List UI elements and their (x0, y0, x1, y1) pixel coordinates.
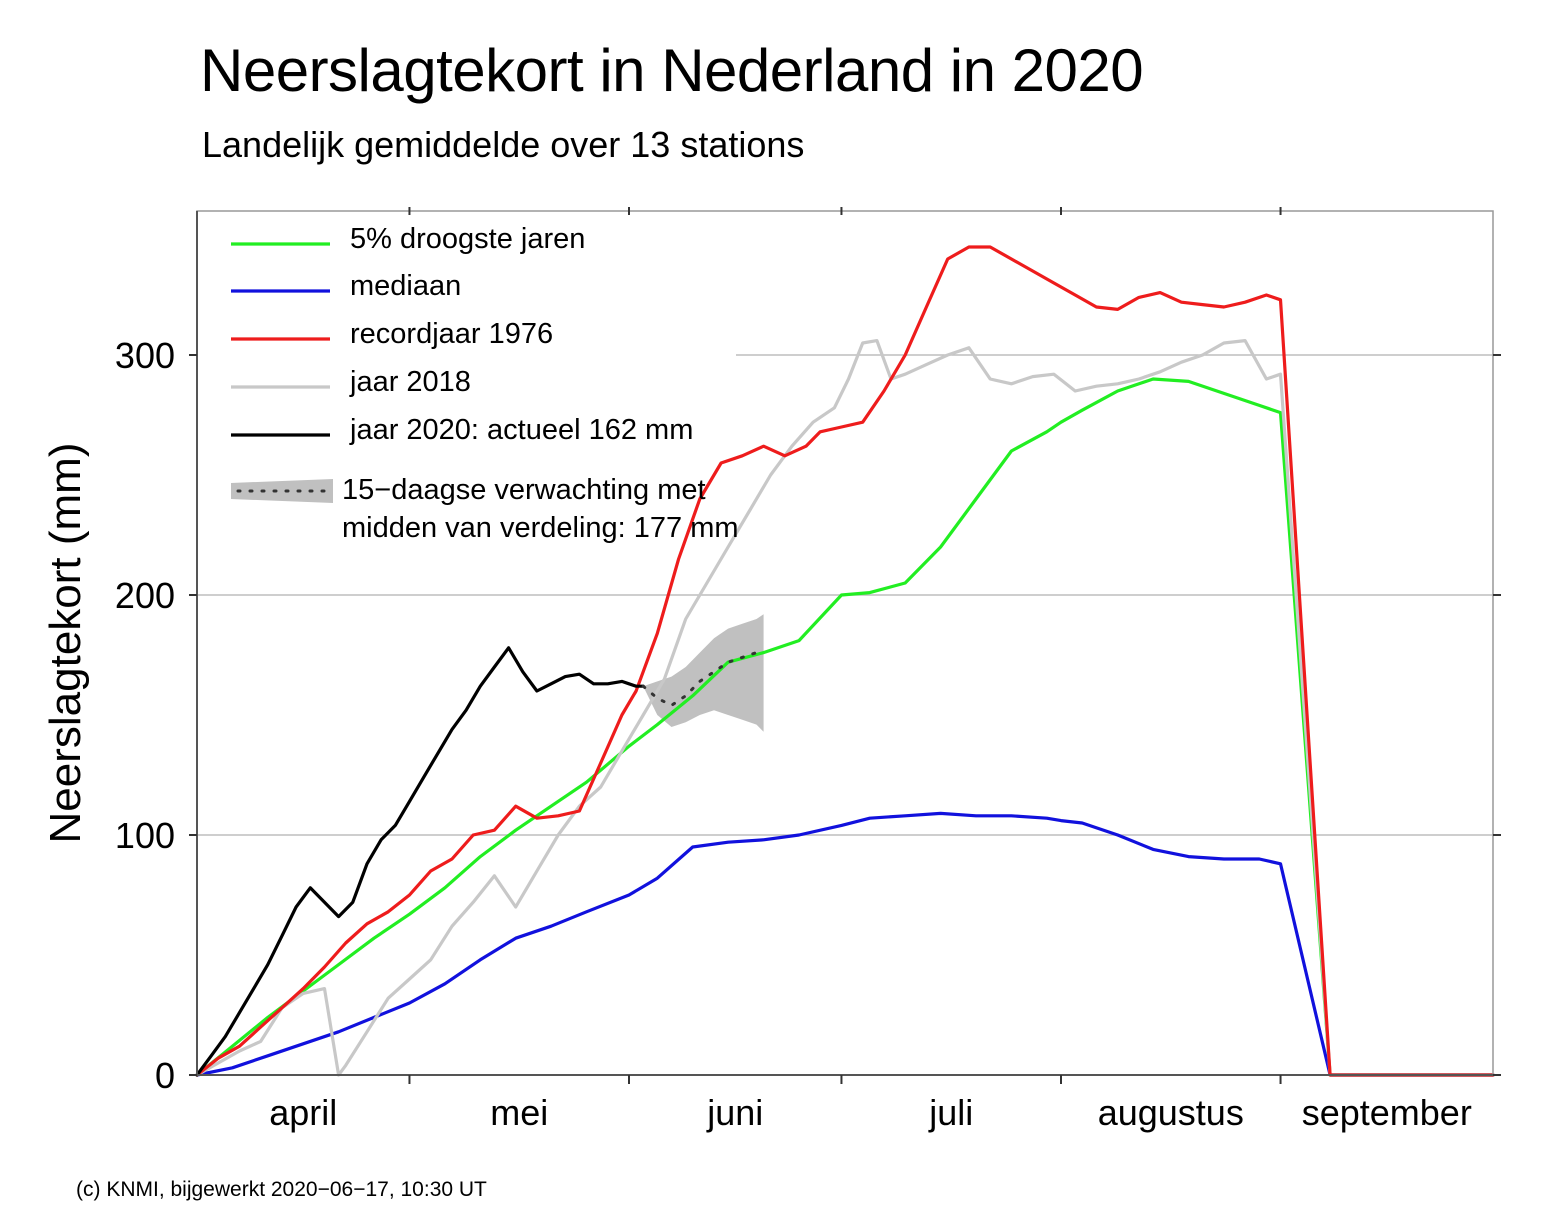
y-tick-label: 200 (115, 575, 175, 616)
x-tick-label-september: september (1302, 1092, 1472, 1133)
forecast-median (641, 648, 766, 708)
x-tick-label-mei: mei (490, 1092, 548, 1133)
legend-label-p95: 5% droogste jaren (350, 223, 585, 255)
y-axis-label: Neerslagtekort (mm) (41, 443, 90, 844)
copyright-footer: (c) KNMI, bijgewerkt 2020−06−17, 10:30 U… (76, 1178, 487, 1201)
legend-label-y2018: jaar 2018 (349, 366, 471, 398)
legend-swatch-forecast (231, 479, 333, 503)
series-y1976 (195, 245, 1495, 1077)
y-tick-label: 100 (115, 815, 175, 856)
legend-label-y2020: jaar 2020: actueel 162 mm (349, 414, 693, 446)
series-layer (195, 245, 1495, 1077)
axes: 0 100 200 300 april mei juni juli augustus septem… (115, 207, 1501, 1133)
series-median (195, 811, 1495, 1077)
y-tick-label: 300 (115, 335, 175, 376)
x-tick-label-april: april (269, 1092, 337, 1133)
series-p95 (195, 377, 1495, 1077)
x-tick-label-juli: juli (928, 1092, 973, 1133)
chart-title: Neerslagtekort in Nederland in 2020 (200, 37, 1144, 104)
forecast-band (643, 614, 764, 732)
legend-label-y1976: recordjaar 1976 (350, 318, 553, 350)
legend-label-forecast-1: midden van verdeling: 177 mm (342, 512, 739, 544)
series-y2018 (195, 339, 1495, 1077)
x-tick-label-juni: juni (706, 1092, 763, 1133)
legend-label-forecast-0: 15−daagse verwachting met (342, 474, 706, 506)
y-tick-label: 0 (155, 1055, 175, 1096)
legend: 5% droogste jaren mediaan recordjaar 1976 j… (231, 223, 739, 544)
series-y2020 (195, 646, 645, 1077)
chart-subtitle: Landelijk gemiddelde over 13 stations (202, 124, 805, 165)
legend-label-median: mediaan (350, 270, 461, 302)
x-tick-label-augustus: augustus (1098, 1092, 1244, 1133)
